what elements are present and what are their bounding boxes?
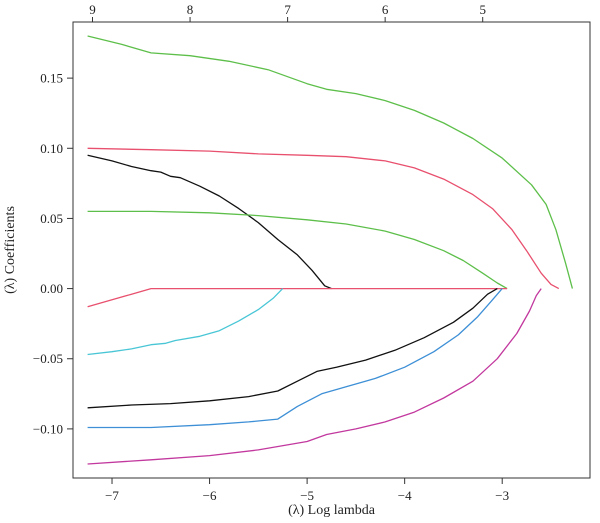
x-axis: −7 −6 −5 −4 −3: [105, 478, 509, 503]
top-tick-label: 5: [479, 2, 486, 17]
coefficient-path-9: [87, 288, 542, 465]
x-tick-label: −4: [398, 488, 412, 503]
coefficient-path-3: [87, 154, 332, 290]
y-axis-label: (λ) Coefficients: [3, 206, 18, 294]
plot-frame: [72, 21, 591, 479]
y-tick-label: −0.10: [33, 421, 63, 436]
x-tick-label: −5: [300, 488, 314, 503]
coefficient-path-7: [87, 288, 498, 409]
top-tick-label: 7: [284, 2, 291, 17]
x-axis-label: (λ) Log lambda: [288, 503, 376, 518]
coefficient-path-6: [87, 288, 284, 356]
coefficient-path-1: [87, 35, 574, 289]
coefficient-path-5: [87, 287, 508, 308]
y-tick-label: 0.15: [40, 71, 63, 86]
y-tick-label: 0.10: [40, 141, 63, 156]
y-tick-label: −0.05: [33, 351, 63, 366]
x-tick-label: −6: [203, 488, 217, 503]
x-tick-label: −3: [495, 488, 509, 503]
y-axis: 0.15 0.10 0.05 0.00 −0.05 −0.10: [33, 71, 73, 436]
x-tick-label: −7: [105, 488, 119, 503]
top-tick-label: 6: [382, 2, 389, 17]
top-tick-label: 9: [89, 2, 96, 17]
series-layer: [87, 35, 574, 465]
top-tick-label: 8: [187, 2, 194, 17]
top-axis-df-counts: 9 8 7 6 5: [89, 2, 486, 22]
coefficient-path-2: [87, 147, 560, 290]
y-tick-label: 0.00: [40, 281, 63, 296]
coefficient-path-4: [87, 210, 508, 290]
y-tick-label: 0.05: [40, 211, 63, 226]
coefficient-path-8: [87, 288, 503, 429]
